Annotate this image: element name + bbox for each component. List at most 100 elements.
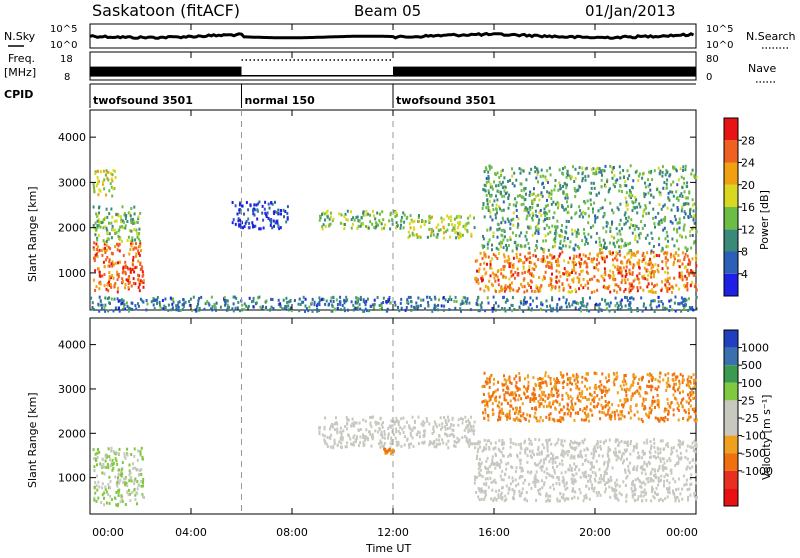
power-cell bbox=[270, 218, 272, 221]
power-cell bbox=[106, 169, 108, 172]
power-cell bbox=[667, 196, 669, 199]
power-cell bbox=[502, 296, 504, 299]
power-cell bbox=[565, 208, 567, 211]
power-cell bbox=[647, 274, 649, 277]
power-cell bbox=[656, 306, 658, 309]
vel-cell bbox=[688, 402, 690, 405]
power-cell bbox=[233, 309, 235, 312]
power-cell bbox=[521, 245, 523, 248]
vel-cell bbox=[524, 498, 526, 501]
vel-cell bbox=[641, 456, 643, 459]
vel-cell bbox=[134, 467, 136, 470]
vel-cell bbox=[428, 443, 430, 446]
vel-cell bbox=[681, 404, 683, 407]
power-cell bbox=[534, 263, 536, 266]
vel-cell bbox=[606, 391, 608, 394]
power-cell bbox=[679, 275, 681, 278]
vel-cell bbox=[662, 457, 664, 460]
power-cell bbox=[487, 175, 489, 178]
power-cell bbox=[613, 174, 615, 177]
power-cell bbox=[96, 253, 98, 256]
vel-cell bbox=[660, 479, 662, 482]
power-cell bbox=[131, 285, 133, 288]
power-cell bbox=[612, 251, 614, 254]
power-cell bbox=[113, 309, 115, 312]
vel-cell bbox=[107, 466, 109, 469]
vel-cell bbox=[553, 488, 555, 491]
vel-cell bbox=[641, 491, 643, 494]
vel-cell bbox=[483, 498, 485, 501]
power-cell bbox=[594, 187, 596, 190]
power-cell bbox=[643, 211, 645, 214]
power-cell bbox=[621, 190, 623, 193]
power-cell bbox=[544, 214, 546, 217]
power-cell bbox=[453, 227, 455, 230]
vel-cell bbox=[696, 444, 698, 447]
power-cell bbox=[287, 218, 289, 221]
vel-cell bbox=[369, 433, 371, 436]
power-cell bbox=[507, 239, 509, 242]
power-cell bbox=[555, 229, 557, 232]
vel-cell bbox=[559, 500, 561, 503]
vel-cell bbox=[488, 392, 490, 395]
power-cell bbox=[582, 286, 584, 289]
power-cell bbox=[644, 182, 646, 185]
power-cell bbox=[580, 301, 582, 304]
power-cell bbox=[564, 166, 566, 169]
vel-cell bbox=[617, 499, 619, 502]
vel-cell bbox=[597, 440, 599, 443]
power-cell bbox=[365, 303, 367, 306]
power-cell bbox=[677, 209, 679, 212]
power-cell bbox=[125, 264, 127, 267]
power-cell bbox=[120, 238, 122, 241]
power-cell bbox=[433, 234, 435, 237]
vel-cell bbox=[126, 448, 128, 451]
power-cell bbox=[362, 310, 364, 313]
power-cell bbox=[513, 203, 515, 206]
power-cell bbox=[342, 304, 344, 307]
vel-cell bbox=[637, 410, 639, 413]
vel-cell bbox=[96, 475, 98, 478]
power-cell bbox=[126, 301, 128, 304]
power-cell bbox=[94, 289, 96, 292]
freq-tick-top: 18 bbox=[60, 54, 73, 65]
power-cell bbox=[542, 182, 544, 185]
vel-cell bbox=[528, 381, 530, 384]
power-cell bbox=[110, 286, 112, 289]
power-cell bbox=[536, 305, 538, 308]
power-cell bbox=[685, 253, 687, 256]
vel-cell bbox=[688, 397, 690, 400]
power-cell bbox=[662, 267, 664, 270]
power-cell bbox=[551, 254, 553, 257]
power-cell bbox=[667, 240, 669, 243]
vel-cell bbox=[112, 459, 114, 462]
power-cell bbox=[568, 284, 570, 287]
power-cell bbox=[497, 269, 499, 272]
power-cell bbox=[493, 296, 495, 299]
power-cell bbox=[324, 303, 326, 306]
power-cell bbox=[400, 227, 402, 230]
power-cell bbox=[258, 296, 260, 299]
power-cell bbox=[634, 224, 636, 227]
power-cell bbox=[227, 300, 229, 303]
vel-cell bbox=[398, 420, 400, 423]
vel-cell bbox=[374, 429, 376, 432]
power-cell bbox=[619, 266, 621, 269]
vel-cell bbox=[556, 391, 558, 394]
power-cell bbox=[565, 301, 567, 304]
vel-cell bbox=[519, 452, 521, 455]
power-cell bbox=[636, 211, 638, 214]
power-cell bbox=[560, 275, 562, 278]
power-cell bbox=[454, 218, 456, 221]
power-cell bbox=[346, 299, 348, 302]
vel-cell bbox=[663, 480, 665, 483]
vel-cell bbox=[515, 470, 517, 473]
power-cell bbox=[172, 298, 174, 301]
vel-cell bbox=[549, 495, 551, 498]
vel-cell bbox=[638, 495, 640, 498]
vel-cell bbox=[383, 430, 385, 433]
power-cell bbox=[99, 275, 101, 278]
vel-cell bbox=[679, 443, 681, 446]
vel-cell bbox=[695, 473, 697, 476]
vel-cell bbox=[327, 436, 329, 439]
